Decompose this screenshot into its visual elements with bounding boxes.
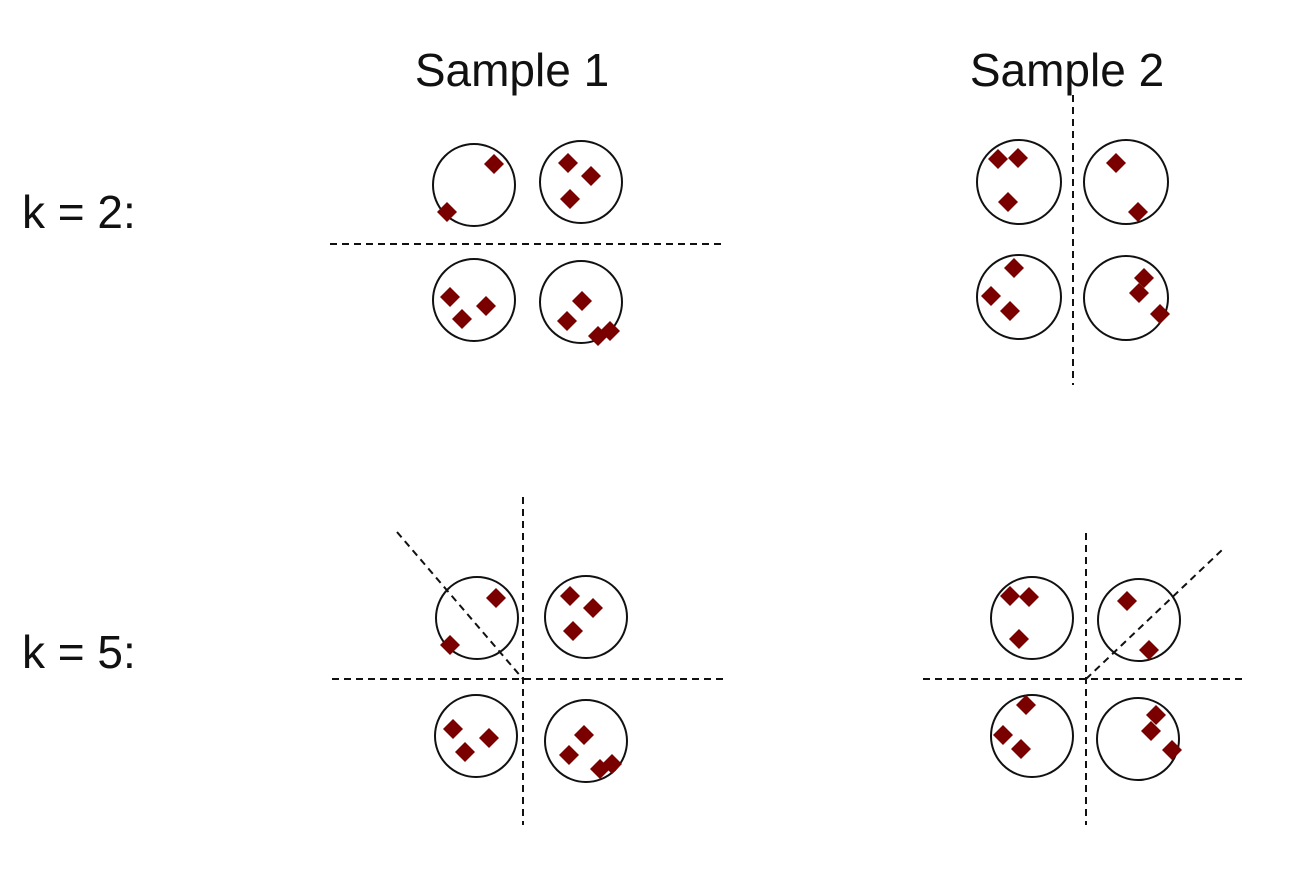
data-point-diamond	[1008, 148, 1028, 168]
data-point-diamond	[1000, 301, 1020, 321]
data-point-diamond	[440, 635, 460, 655]
panel-k5-sample2	[923, 533, 1244, 825]
panel-k2-sample1	[330, 140, 722, 346]
data-point-diamond	[1000, 586, 1020, 606]
data-point-diamond	[993, 725, 1013, 745]
data-point-diamond	[1019, 587, 1039, 607]
cluster-circle	[990, 694, 1074, 778]
data-point-diamond	[560, 189, 580, 209]
data-point-diamond	[560, 586, 580, 606]
data-point-diamond	[557, 311, 577, 331]
row-label-k2: k = 2:	[22, 186, 136, 238]
data-point-diamond	[1129, 283, 1149, 303]
data-point-diamond	[452, 309, 472, 329]
cluster-circle	[434, 694, 518, 778]
data-point-diamond	[1141, 721, 1161, 741]
data-point-diamond	[437, 202, 457, 222]
cluster-circle	[1096, 697, 1180, 781]
data-point-diamond	[563, 621, 583, 641]
cluster-circle	[1097, 578, 1181, 662]
cluster-circle	[976, 254, 1062, 340]
data-point-diamond	[1162, 740, 1182, 760]
data-point-diamond	[1016, 695, 1036, 715]
data-point-diamond	[981, 286, 1001, 306]
data-point-diamond	[1139, 640, 1159, 660]
cluster-circle	[990, 576, 1074, 660]
data-point-diamond	[559, 745, 579, 765]
data-point-diamond	[476, 296, 496, 316]
data-point-diamond	[988, 149, 1008, 169]
data-point-diamond	[602, 754, 622, 774]
cluster-circle	[544, 575, 628, 659]
data-point-diamond	[1009, 629, 1029, 649]
data-point-diamond	[1128, 202, 1148, 222]
cluster-circle	[976, 139, 1062, 225]
data-point-diamond	[455, 742, 475, 762]
data-point-diamond	[998, 192, 1018, 212]
data-point-diamond	[1011, 739, 1031, 759]
data-point-diamond	[486, 588, 506, 608]
data-point-diamond	[600, 321, 620, 341]
data-point-diamond	[440, 287, 460, 307]
cluster-circle	[432, 258, 516, 342]
cluster-circle	[539, 140, 623, 224]
data-point-diamond	[558, 153, 578, 173]
data-point-diamond	[1117, 591, 1137, 611]
panel-k5-sample1	[332, 497, 723, 825]
data-point-diamond	[1106, 153, 1126, 173]
row-label-k5: k = 5:	[22, 626, 136, 678]
header-sample-1: Sample 1	[415, 44, 609, 96]
dashed-diagonal-split-line	[1085, 549, 1223, 680]
cluster-circle	[539, 260, 623, 344]
data-point-diamond	[443, 719, 463, 739]
panel-k2-sample2	[976, 95, 1170, 385]
data-point-diamond	[1150, 304, 1170, 324]
data-point-diamond	[572, 291, 592, 311]
cluster-circle	[1083, 255, 1169, 341]
cluster-circle	[435, 576, 519, 660]
cluster-circle	[1083, 139, 1169, 225]
cluster-circle	[432, 143, 516, 227]
dashed-diagonal-split-line	[396, 531, 524, 680]
data-point-diamond	[1146, 705, 1166, 725]
data-point-diamond	[581, 166, 601, 186]
data-point-diamond	[1004, 258, 1024, 278]
data-point-diamond	[479, 728, 499, 748]
data-point-diamond	[574, 725, 594, 745]
data-point-diamond	[583, 598, 603, 618]
header-sample-2: Sample 2	[970, 44, 1164, 96]
data-point-diamond	[484, 154, 504, 174]
cluster-circle	[544, 699, 628, 783]
